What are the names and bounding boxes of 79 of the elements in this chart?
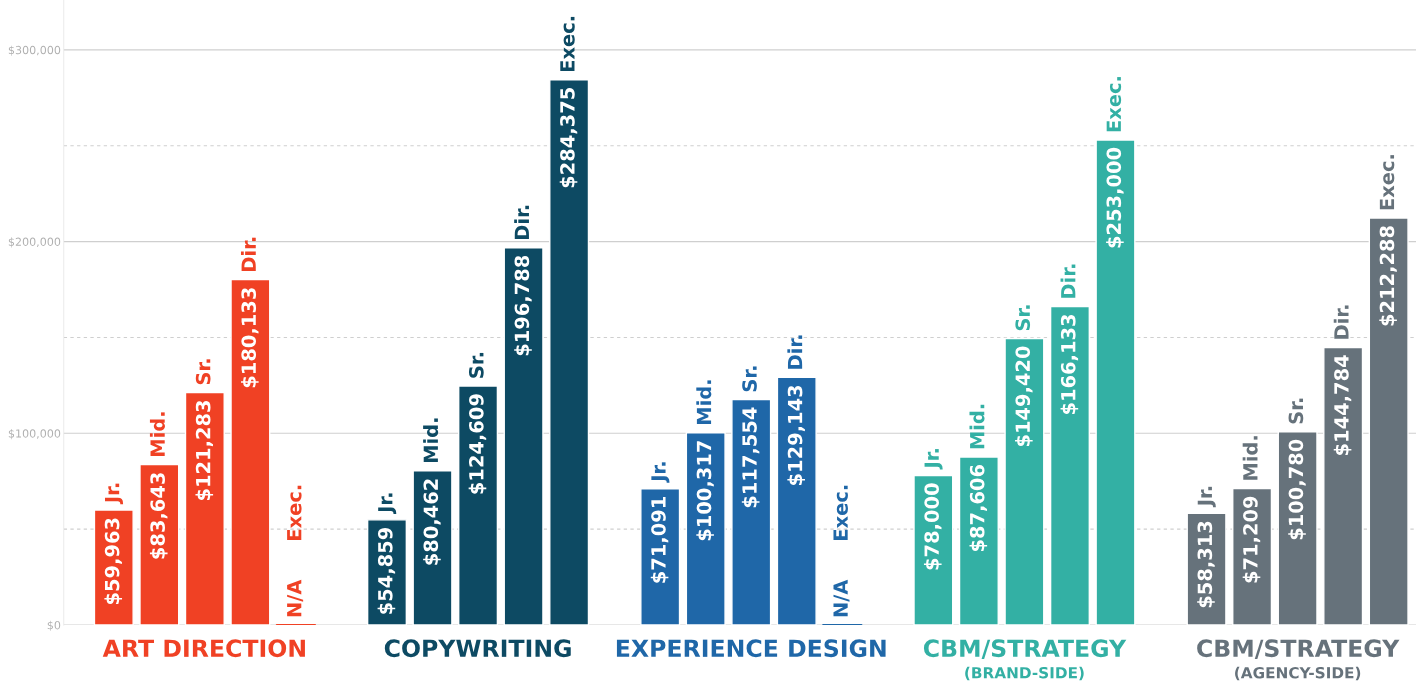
- series-label: CBM/STRATEGY (BRAND-SIDE): [923, 639, 1127, 681]
- series-label: CBM/STRATEGY (AGENCY-SIDE): [1197, 639, 1400, 681]
- data-label: $212,288: [1379, 226, 1397, 326]
- data-label: $284,375: [559, 88, 578, 188]
- x-tick-label: Mid.: [149, 412, 165, 456]
- bar: [230, 278, 271, 626]
- bar: [685, 431, 726, 626]
- data-label: $124,609: [468, 394, 487, 494]
- bar: [458, 385, 499, 626]
- x-tick-label: Dir.: [514, 205, 529, 239]
- data-label: $180,133: [240, 288, 259, 388]
- text: N/A: [833, 579, 850, 617]
- data-label: $100,317: [696, 441, 714, 541]
- data-label: $78,000: [923, 483, 942, 570]
- x-tick-label: Jr.: [104, 483, 124, 505]
- data-label: $196,788: [514, 255, 532, 356]
- bar: [1323, 346, 1364, 626]
- bar: [640, 488, 681, 626]
- bar: [184, 391, 225, 626]
- bar: [1232, 487, 1273, 626]
- bar: [776, 376, 817, 626]
- data-label: $121,283: [195, 400, 214, 500]
- x-tick-label: Exec.: [560, 16, 575, 72]
- bar: [913, 474, 954, 626]
- text: N/A: [287, 579, 304, 617]
- bar: [731, 398, 772, 626]
- data-label: $58,313: [1197, 521, 1215, 608]
- x-tick-label: Jr.: [378, 493, 397, 514]
- x-tick-label: Sr.: [195, 359, 211, 385]
- x-tick-label: Sr.: [1288, 398, 1304, 424]
- data-label: $71,209: [1242, 496, 1261, 583]
- legend-label: EXPERIENCE DESIGN: [616, 639, 886, 658]
- data-label: $80,462: [423, 479, 441, 565]
- x-tick-label: Jr.: [924, 449, 943, 470]
- x-tick-label: Mid.: [969, 404, 985, 449]
- x-tick-label: Dir.: [240, 237, 256, 271]
- bar: [1049, 305, 1091, 626]
- y-tick-label: $0: [47, 620, 61, 631]
- y-tick-label: $300,000: [8, 45, 61, 56]
- x-tick-label: Mid.: [1242, 436, 1258, 480]
- x-tick-label: Dir.: [787, 335, 803, 369]
- bar: [1277, 431, 1318, 626]
- bar: [958, 456, 999, 626]
- data-label: $253,000: [1106, 147, 1124, 248]
- x-tick-label: Sr.: [742, 366, 757, 392]
- data-label: $54,859: [377, 528, 396, 614]
- data-label: $100,780: [1288, 439, 1306, 540]
- data-label: $129,143: [787, 385, 805, 485]
- x-tick-label: Exec.: [287, 485, 302, 540]
- data-label: $144,784: [1333, 355, 1352, 455]
- data-label: $71,091: [650, 497, 669, 583]
- bar: [1095, 139, 1136, 626]
- x-tick-label: Exec.: [833, 485, 848, 540]
- x-tick-label: Sr.: [468, 352, 484, 378]
- x-tick-label: Dir.: [1060, 264, 1076, 298]
- data-label: $117,554: [741, 407, 760, 508]
- x-tick-label: Exec.: [1379, 155, 1395, 210]
- data-label: $83,643: [149, 473, 168, 559]
- x-tick-label: Jr.: [1197, 486, 1216, 508]
- y-tick-label: $200,000: [8, 237, 61, 248]
- bar: [549, 79, 590, 626]
- x-tick-label: Exec.: [1106, 77, 1122, 132]
- data-label: $166,133: [1060, 314, 1079, 415]
- x-tick-label: Dir.: [1333, 305, 1349, 339]
- x-tick-label: Mid.: [423, 418, 439, 463]
- bar: [412, 470, 453, 626]
- y-tick-label: $100,000: [8, 429, 61, 440]
- x-tick-label: Jr.: [651, 462, 670, 483]
- data-label: $87,606: [969, 465, 988, 552]
- bar: [503, 247, 544, 626]
- bar: [139, 463, 180, 626]
- series-label: COPYWRITING: [384, 639, 571, 658]
- bar: [1368, 217, 1409, 626]
- legend-label: ART DIRECTION: [102, 639, 305, 658]
- bar: [1004, 337, 1045, 626]
- data-label: $149,420: [1015, 346, 1033, 447]
- data-label: $59,963: [104, 518, 123, 605]
- x-tick-label: Sr.: [1015, 305, 1031, 331]
- x-tick-label: Mid.: [696, 380, 712, 424]
